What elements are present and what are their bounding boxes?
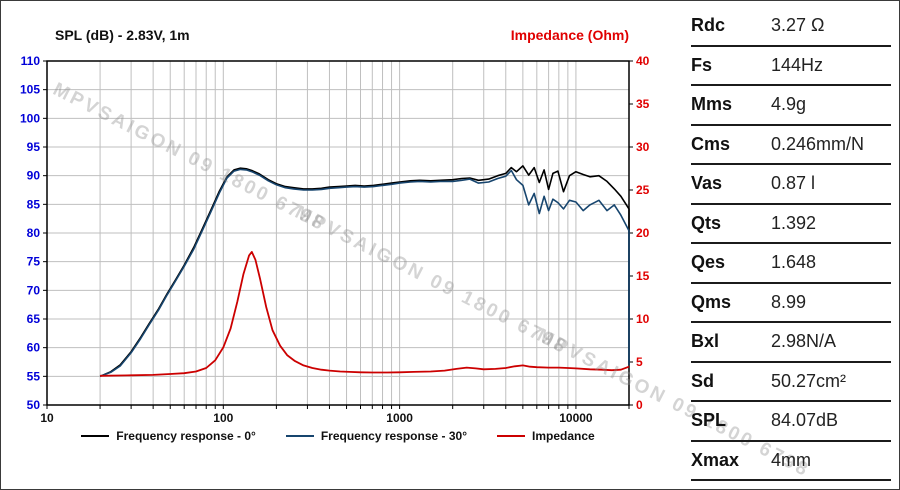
spec-value: 8.99 — [771, 291, 807, 312]
x-axis-tick-label: 1000 — [386, 411, 413, 425]
y-right-tick-label: 25 — [636, 183, 650, 197]
legend-swatch — [81, 435, 110, 437]
y-right-tick-label: 40 — [636, 54, 650, 68]
spec-label: Mms — [691, 94, 733, 115]
legend-item: Frequency response - 30° — [285, 429, 467, 443]
spec-row: SPL 84.07dB — [691, 402, 891, 442]
spec-label: Qts — [691, 212, 722, 233]
spec-label: Vas — [691, 173, 723, 194]
frequency-response-chart: SPL (dB) - 2.83V, 1m Impedance (Ohm) 50 5… — [1, 1, 814, 489]
spec-value: 0.87 l — [771, 173, 816, 194]
driver-specs-table: Rdc 3.27 Ω Fs 144Hz Mms 4.9g Cms 0.246mm/N Vas 0.… — [679, 1, 899, 489]
series-line — [99, 165, 630, 378]
x-axis-tick-label: 10000 — [559, 411, 593, 425]
series-line — [99, 168, 630, 378]
spec-value: 4.9g — [771, 94, 807, 115]
y-right-tick-label: 5 — [636, 355, 643, 369]
spec-label: Bxl — [691, 331, 720, 352]
spec-row: Qts 1.392 — [691, 205, 891, 244]
spec-row: Rdc 3.27 Ω — [691, 7, 891, 47]
y-left-tick-label: 70 — [27, 283, 41, 297]
y-left-tick-label: 85 — [27, 197, 41, 211]
spec-row: Sd 50.27cm² — [691, 363, 891, 402]
spec-row: Vas 0.87 l — [691, 165, 891, 205]
x-axis-tick-label: 10 — [40, 411, 54, 425]
spec-row: Qes 1.648 — [691, 244, 891, 284]
y-left-tick-label: 75 — [27, 255, 41, 269]
spec-value: 1.648 — [771, 252, 817, 273]
spec-row: Qms 8.99 — [691, 284, 891, 323]
y-right-tick-label: 15 — [636, 269, 650, 283]
series-line — [100, 250, 630, 377]
y-left-tick-label: 90 — [27, 169, 41, 183]
spec-label: Sd — [691, 370, 715, 391]
legend-item: Impedance — [497, 429, 595, 443]
legend: Frequency response - 0° Frequency respons… — [47, 429, 629, 443]
spec-value: 1.392 — [771, 212, 817, 233]
spec-label: Cms — [691, 133, 731, 154]
y-right-tick-label: 0 — [636, 398, 643, 412]
spec-label: SPL — [691, 410, 727, 431]
x-axis-tick-label: 100 — [213, 411, 233, 425]
y-left-tick-label: 80 — [27, 226, 41, 240]
spec-value: 84.07dB — [771, 410, 839, 431]
y-left-tick-label: 60 — [27, 341, 41, 355]
y-left-tick-label: 100 — [20, 111, 40, 125]
y-left-tick-label: 110 — [21, 54, 41, 68]
legend-swatch — [285, 435, 314, 437]
spec-value: 0.246mm/N — [771, 133, 865, 154]
spec-label: Qes — [691, 252, 726, 273]
spec-label: Rdc — [691, 15, 726, 36]
spec-row: Mms 4.9g — [691, 86, 891, 126]
spec-value: 3.27 Ω — [771, 15, 825, 36]
spec-label: Fs — [691, 54, 713, 75]
legend-item: Frequency response - 0° — [81, 429, 256, 443]
legend-label: Frequency response - 0° — [116, 429, 256, 443]
y-right-tick-label: 35 — [636, 97, 650, 111]
spec-value: 50.27cm² — [771, 370, 847, 391]
y-left-tick-label: 55 — [27, 369, 41, 383]
spec-row: Fs 144Hz — [691, 47, 891, 86]
spl-axis-title: SPL (dB) - 2.83V, 1m — [55, 27, 190, 43]
spec-row: Bxl 2.98N/A — [691, 323, 891, 363]
spec-label: Xmax — [691, 449, 740, 470]
spec-value: 2.98N/A — [771, 331, 837, 352]
y-right-tick-label: 20 — [636, 226, 650, 240]
y-left-tick-label: 105 — [20, 83, 40, 97]
spec-value: 144Hz — [771, 54, 824, 75]
y-left-tick-label: 65 — [27, 312, 41, 326]
y-left-tick-label: 95 — [27, 140, 41, 154]
plot-svg: 50 55 60 65 70 75 80 85 90 95 100 105 110 0 5 10 15 20 25 3… — [20, 54, 650, 425]
legend-label: Impedance — [532, 429, 595, 443]
y-right-tick-label: 30 — [636, 140, 650, 154]
legend-swatch — [497, 435, 525, 437]
legend-label: Frequency response - 30° — [320, 429, 467, 443]
spec-value: 4mm — [771, 449, 811, 470]
y-left-tick-label: 50 — [27, 398, 41, 412]
impedance-axis-title: Impedance (Ohm) — [510, 27, 629, 43]
y-right-tick-label: 10 — [636, 312, 650, 326]
spec-row: Xmax 4mm — [691, 442, 891, 481]
spec-row: Cms 0.246mm/N — [691, 126, 891, 165]
spec-label: Qms — [691, 291, 732, 312]
